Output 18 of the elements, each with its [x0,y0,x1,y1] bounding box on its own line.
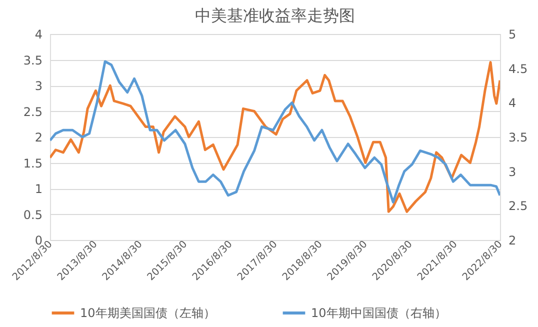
legend-label: 10年期美国国债（左轴） [80,306,216,320]
y2-tick-label: 4 [508,96,516,110]
y2-tick-label: 3 [508,164,516,179]
y-tick-label: 0.5 [23,208,42,222]
y2-tick-label: 2.5 [508,199,528,214]
y-tick-label: 1 [34,182,42,196]
y-tick-label: 2.5 [23,104,42,119]
y-tick-label: 3 [34,79,42,93]
legend-label: 10年期中国国债（右轴） [311,306,446,320]
y-tick-label: 2 [34,130,42,144]
y2-tick-label: 2 [508,234,516,248]
y-tick-label: 1.5 [23,156,42,170]
chart-title: 中美基准收益率走势图 [195,6,355,25]
y-tick-label: 3.5 [23,53,42,68]
y2-tick-label: 3.5 [508,130,528,144]
y2-tick-label: 4.5 [508,62,528,76]
y2-tick-label: 5 [508,28,516,42]
y-tick-label: 4 [34,28,42,42]
